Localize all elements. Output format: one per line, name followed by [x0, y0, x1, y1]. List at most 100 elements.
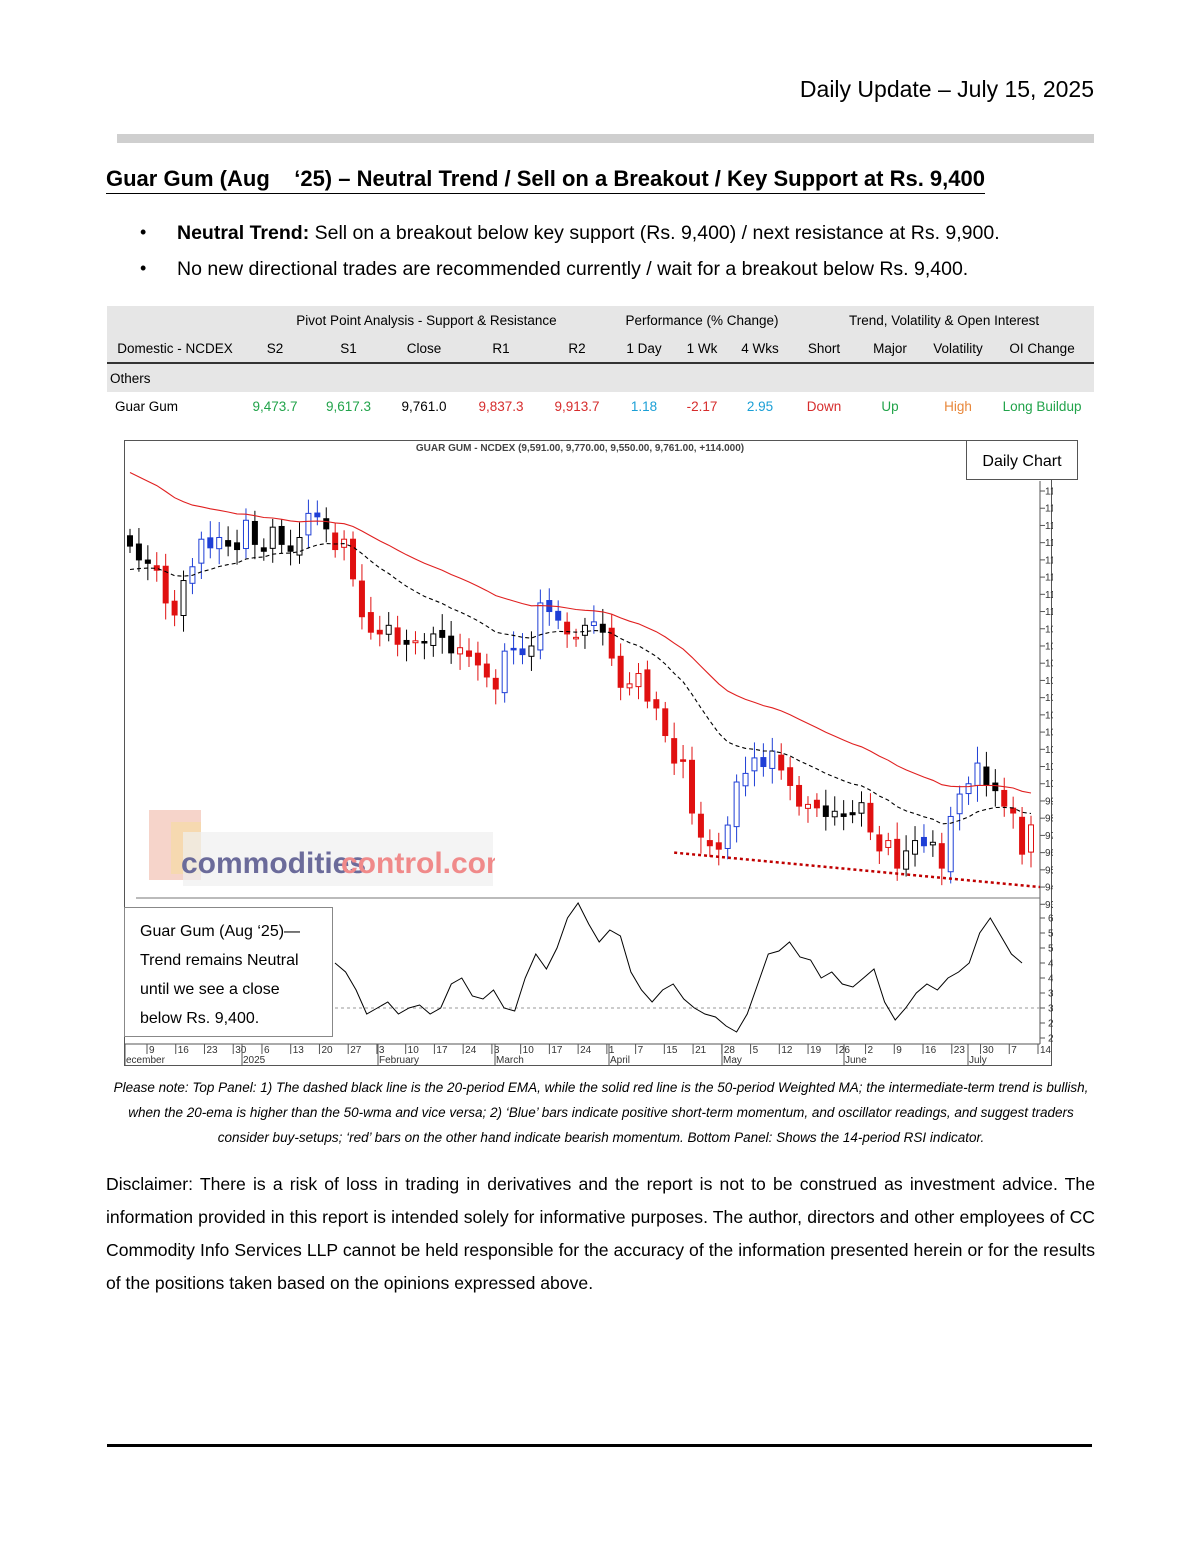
price-tick-label: 10900 — [1045, 624, 1053, 635]
key-point: No new directional trades are recommende… — [140, 258, 1000, 294]
candle-body — [421, 641, 428, 644]
candle-body — [885, 840, 892, 848]
candle-body — [938, 843, 945, 869]
candle-body — [662, 708, 669, 737]
candle-body — [153, 565, 160, 571]
candle-body — [706, 840, 713, 847]
candle-body — [894, 838, 901, 869]
table-group-header: Pivot Point Analysis - Support & Resista… — [107, 306, 1095, 334]
candle-body — [127, 535, 133, 547]
candle-body — [724, 824, 731, 849]
pivot-group-label: Pivot Point Analysis - Support & Resista… — [243, 306, 610, 334]
date-tick-label: 9 — [149, 1045, 155, 1056]
month-label: May — [723, 1055, 742, 1066]
ema20-line — [129, 542, 1032, 825]
four-week-change: 2.95 — [746, 398, 774, 414]
column-header: S1 — [307, 334, 390, 364]
column-header: Domestic - NCDEX — [107, 334, 243, 364]
candle-body — [144, 559, 151, 564]
date-tick-label: 3 — [379, 1045, 385, 1056]
date-tick-label: 30 — [983, 1045, 995, 1056]
date-tick-label: 13 — [293, 1045, 305, 1056]
candle-body — [947, 815, 954, 873]
price-tick-label: 9500 — [1045, 865, 1053, 876]
date-tick-label: 1 — [609, 1045, 615, 1056]
column-header: 4 Wks — [726, 334, 795, 364]
candle-body — [465, 650, 472, 657]
date-tick-label: 14 — [1040, 1045, 1052, 1056]
date-tick-label: 9 — [896, 1045, 902, 1056]
s1-value: 9,617.3 — [325, 398, 372, 414]
date-tick-label: 16 — [925, 1045, 937, 1056]
candle-body — [225, 540, 232, 547]
performance-group-label: Performance (% Change) — [610, 306, 795, 334]
date-tick-label: 7 — [1011, 1045, 1017, 1056]
commodity-name: Guar Gum — [115, 398, 179, 414]
candle-body — [323, 518, 330, 530]
column-header: Close — [390, 334, 458, 364]
column-header: 1 Day — [610, 334, 678, 364]
chart-canvas: GUAR GUM - NCDEX (9,591.00, 9,770.00, 9,… — [125, 443, 1053, 1066]
candle-body — [599, 623, 606, 633]
candle-body — [350, 538, 357, 580]
candle-body — [965, 783, 972, 795]
price-tick-label: 10000 — [1045, 779, 1053, 790]
date-tick-label: 23 — [206, 1045, 218, 1056]
candle-body — [242, 519, 249, 550]
date-axis: 9 16 23 30 6 13 20 27 3 10 17 24 3 10 17 24 1 7 15 21 28 5 12 1… — [125, 1044, 1052, 1066]
candle-body — [983, 766, 990, 786]
price-tick-label: 9800 — [1045, 814, 1053, 825]
date-tick-label: 20 — [321, 1045, 333, 1056]
candle-body — [385, 624, 392, 635]
chart-footnote: Please note: Top Panel: 1) The dashed bl… — [113, 1080, 1089, 1145]
price-tick-label: 9600 — [1045, 848, 1053, 859]
price-chart: GUAR GUM - NCDEX (9,591.00, 9,770.00, 9,… — [124, 440, 1053, 1066]
date-tick-label: 24 — [465, 1045, 477, 1056]
watermark-text-dark: commodities — [181, 847, 366, 880]
date-tick-label: 7 — [638, 1045, 644, 1056]
candle-body — [635, 673, 642, 688]
price-tick-label: 11400 — [1045, 538, 1053, 549]
price-tick-label: 11500 — [1045, 521, 1053, 532]
candle-body — [849, 812, 856, 816]
candle-body — [287, 545, 294, 552]
one-day-change: 1.18 — [630, 398, 658, 414]
candle-body — [653, 699, 660, 709]
candle-body — [992, 782, 999, 792]
candle-body — [956, 793, 963, 815]
candle-body — [778, 754, 785, 771]
candle-body — [573, 636, 580, 640]
rsi-tick-label: 55 — [1048, 929, 1053, 940]
wma50-line — [129, 472, 1032, 794]
date-tick-label: 12 — [781, 1045, 793, 1056]
price-tick-label: 9400 — [1045, 883, 1053, 894]
date-tick-label: 28 — [724, 1045, 736, 1056]
trend-group-label: Trend, Volatility & Open Interest — [794, 306, 1095, 334]
price-tick-label: 10500 — [1045, 693, 1053, 704]
price-tick-label: 10600 — [1045, 676, 1053, 687]
candle-body — [796, 784, 803, 807]
candle-body — [483, 663, 490, 678]
date-tick-label: 2 — [868, 1045, 874, 1056]
price-tick-label: 10800 — [1045, 641, 1053, 652]
price-tick-label: 11200 — [1045, 573, 1053, 584]
candle-body — [1028, 824, 1034, 853]
price-tick-label: 9300 — [1045, 900, 1053, 911]
daily-chart-label: Daily Chart — [966, 440, 1078, 480]
volatility-value: High — [944, 398, 972, 414]
candle-body — [858, 802, 865, 814]
candle-body — [439, 629, 446, 638]
rsi-tick-label: 25 — [1048, 1019, 1053, 1030]
candle-body — [564, 621, 571, 635]
rsi-tick-label: 45 — [1048, 959, 1053, 970]
candle-body — [751, 757, 758, 772]
candle-body — [448, 635, 455, 654]
chart-annotation: Guar Gum (Aug ‘25)— Trend remains Neutra… — [124, 907, 333, 1037]
one-week-change: -2.17 — [686, 398, 718, 414]
candle-body — [251, 520, 258, 545]
date-tick-label: 26 — [839, 1045, 851, 1056]
price-tick-label: 9700 — [1045, 831, 1053, 842]
candle-body — [332, 532, 339, 551]
date-tick-label: 19 — [810, 1045, 822, 1056]
month-label: 2025 — [243, 1055, 266, 1066]
